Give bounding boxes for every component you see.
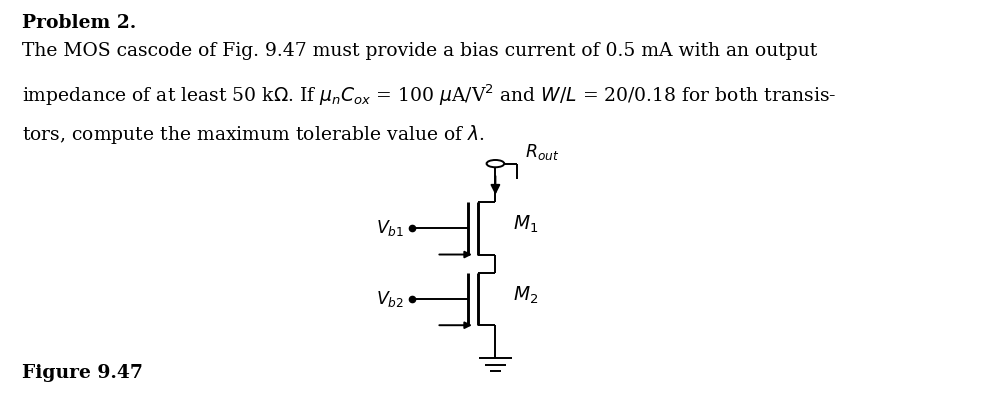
Text: The MOS cascode of Fig. 9.47 must provide a bias current of 0.5 mA with an outpu: The MOS cascode of Fig. 9.47 must provid… [22, 42, 817, 61]
Text: impedance of at least 50 k$\Omega$. If $\mu_n C_{ox}$ = 100 $\mu$A/V$^2$ and $W/: impedance of at least 50 k$\Omega$. If $… [22, 83, 836, 108]
Text: $M_1$: $M_1$ [513, 214, 539, 235]
Text: $M_2$: $M_2$ [513, 284, 539, 305]
Circle shape [487, 160, 504, 167]
Text: $V_{b2}$: $V_{b2}$ [376, 289, 404, 309]
Text: $V_{b1}$: $V_{b1}$ [376, 218, 404, 238]
Text: $R_{out}$: $R_{out}$ [525, 141, 559, 162]
Text: tors, compute the maximum tolerable value of $\lambda$.: tors, compute the maximum tolerable valu… [22, 123, 485, 146]
Text: Problem 2.: Problem 2. [22, 14, 135, 32]
Text: Figure 9.47: Figure 9.47 [22, 364, 142, 382]
